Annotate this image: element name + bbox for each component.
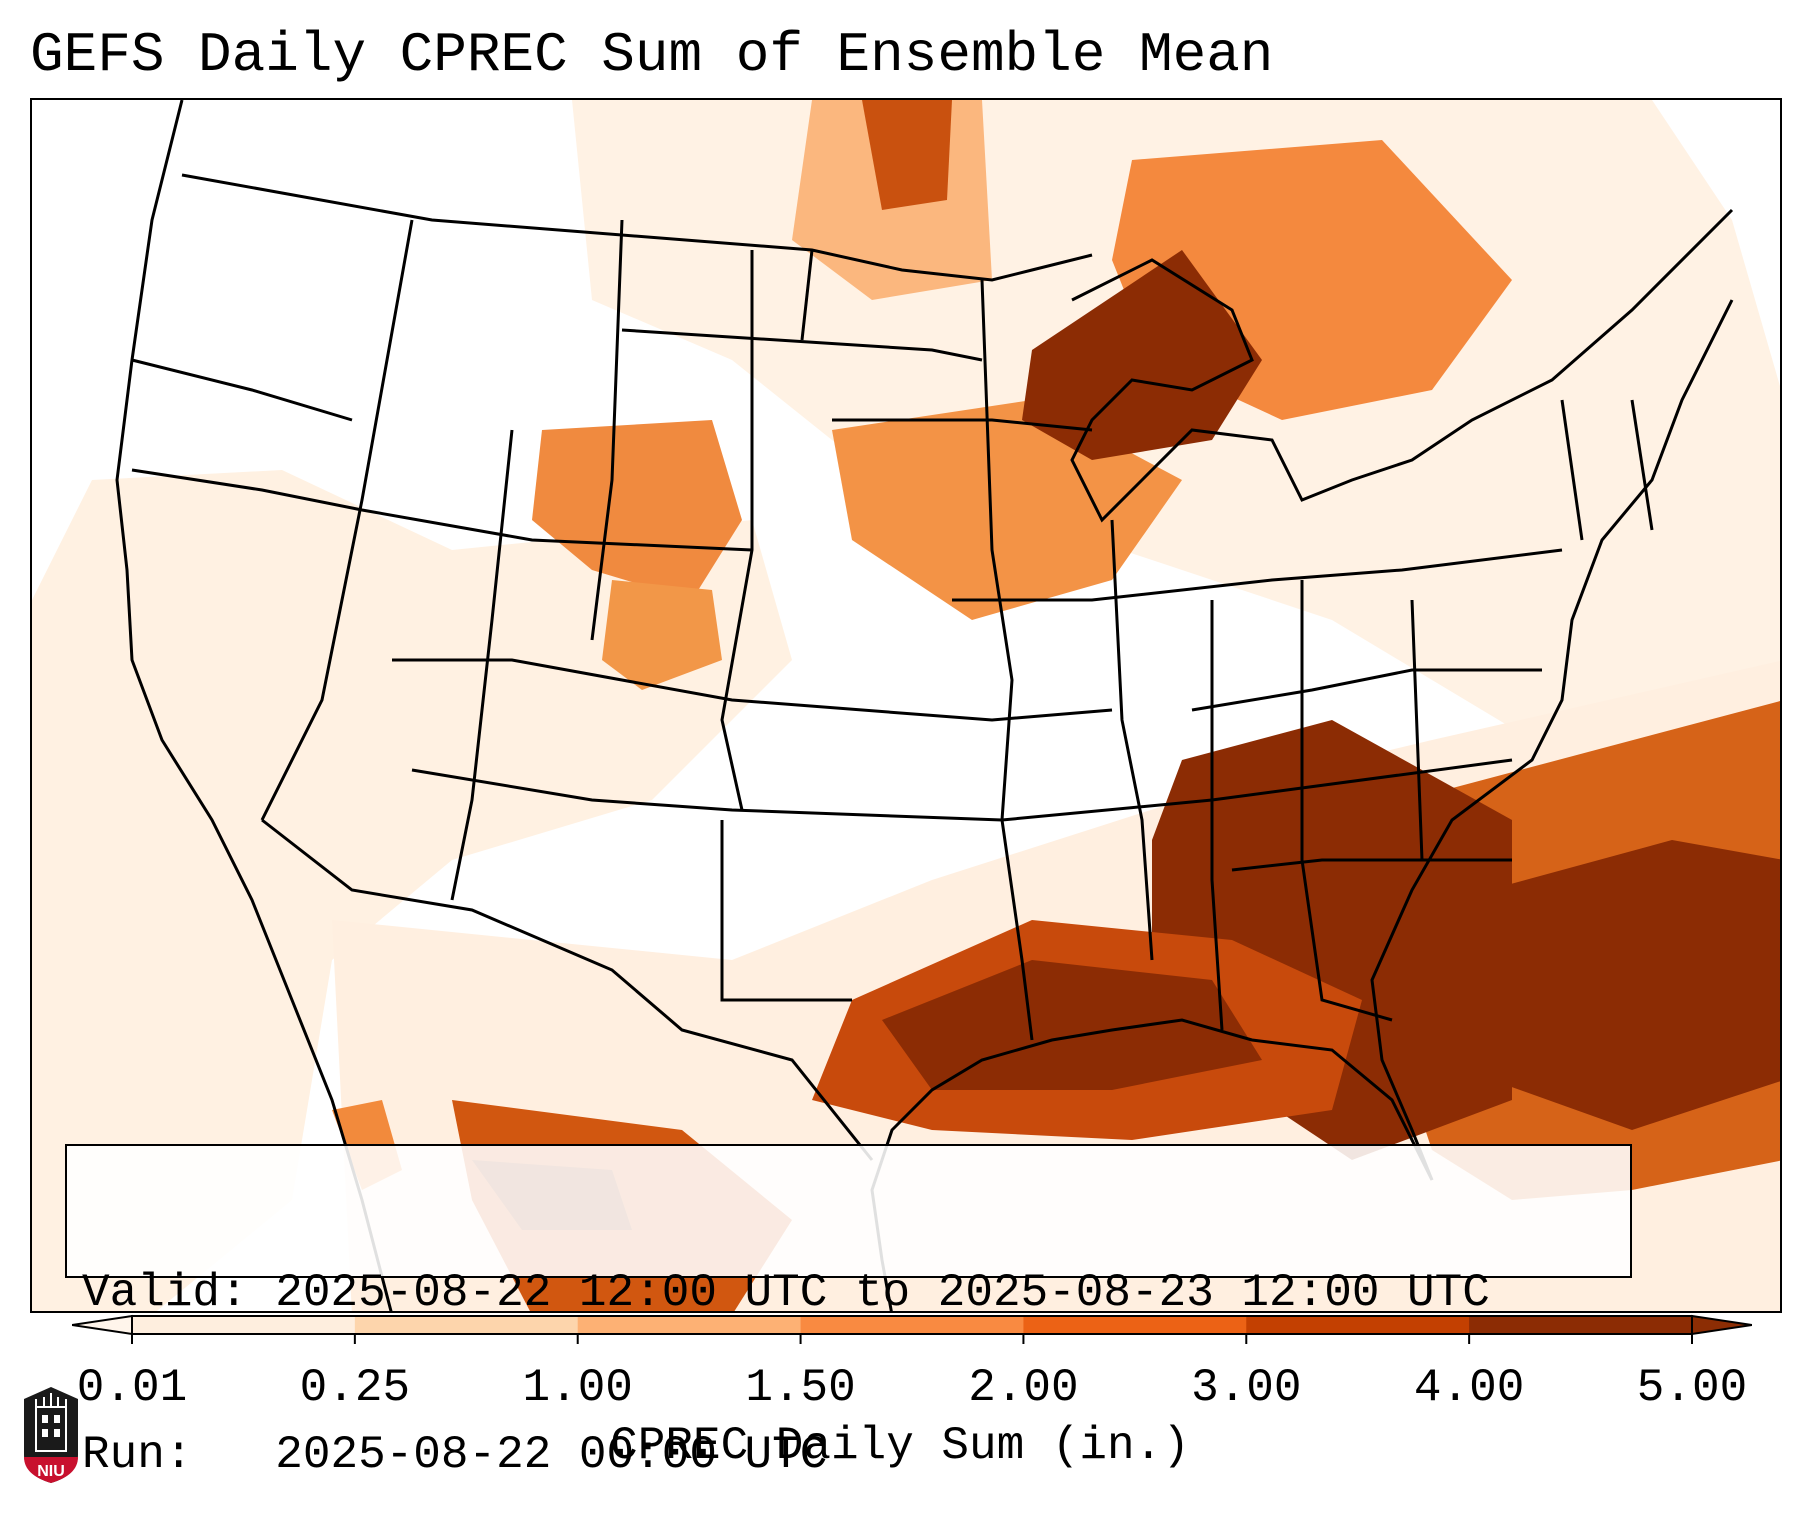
valid-label: Valid: (82, 1267, 248, 1319)
precip-area-gulf-core (882, 960, 1262, 1090)
valid-value: 2025-08-22 12:00 UTC to 2025-08-23 12:00… (275, 1267, 1490, 1319)
colorbar-segment (1469, 1316, 1693, 1334)
us-canada-border (181, 173, 1093, 282)
state-line-2 (131, 358, 353, 422)
colorbar-segment (1246, 1316, 1470, 1334)
state-line-1 (260, 219, 414, 821)
state-line-15 (1231, 858, 1442, 872)
precip-shading (32, 100, 1780, 1311)
state-line-22 (1630, 399, 1654, 531)
niu-logo-text: NIU (37, 1463, 65, 1480)
colorbar-tick-label: 4.00 (1413, 1362, 1525, 1414)
run-value: 2025-08-22 00:00 UTC (275, 1429, 828, 1481)
state-line-8 (980, 279, 1034, 1041)
state-line-19 (590, 219, 624, 641)
state-line-17 (832, 418, 1093, 432)
colorbar-tick-label: 5.00 (1636, 1362, 1748, 1414)
colorbar-ticks (131, 1334, 1693, 1344)
great-lakes-outline (1070, 208, 1734, 523)
colorbar-segment (577, 1316, 802, 1334)
mexico-border (261, 818, 874, 1161)
state-line-5 (720, 250, 754, 811)
validity-info-box: Valid: 2025-08-22 12:00 UTC to 2025-08-2… (65, 1144, 1632, 1481)
state-line-21 (1560, 399, 1584, 541)
colorbar-label: CPREC Daily Sum (in.) (610, 1420, 1190, 1472)
colorbar-segment (1023, 1316, 1247, 1334)
colorbar-extend-under (72, 1314, 133, 1336)
map-borders (115, 100, 1734, 1311)
colorbar-extend-over (1691, 1314, 1752, 1336)
colorbar-tick-label: 2.00 (968, 1362, 1079, 1414)
run-label: Run: (82, 1429, 193, 1481)
colorbar-segment (132, 1316, 356, 1334)
colorbar (72, 1314, 1752, 1344)
precip-area-colorado (602, 580, 722, 690)
colorbar-tick-label: 3.00 (1191, 1362, 1302, 1414)
colorbar-segment (354, 1316, 579, 1334)
colorbar-segment (800, 1316, 1024, 1334)
precip-area-atlantic-core (1452, 840, 1780, 1130)
colorbar-tick-label: 1.00 (522, 1362, 633, 1414)
precip-area-great-lakes (1022, 250, 1262, 460)
state-line-6 (392, 658, 1113, 722)
niu-logo: NIU (24, 1387, 78, 1483)
run-line: Run: 2025-08-22 00:00 UTC (82, 1428, 1630, 1482)
colorbar-outline (131, 1315, 1693, 1335)
state-line-9 (720, 820, 852, 1002)
precip-area-wyoming (532, 420, 742, 600)
state-line-4 (450, 429, 514, 901)
niu-logo-band (24, 1457, 78, 1483)
precip-area-dakota-core (862, 100, 952, 210)
colorbar-tick-label: 0.01 (76, 1362, 188, 1414)
colorbar-tick-label: 1.50 (745, 1362, 856, 1414)
state-line-12 (1300, 580, 1393, 1022)
state-line-11 (1210, 600, 1224, 1031)
valid-line: Valid: 2025-08-22 12:00 UTC to 2025-08-2… (82, 1266, 1630, 1320)
colorbar-tick-label: 0.25 (299, 1362, 411, 1414)
east-coast (1370, 299, 1734, 1181)
state-line-18 (621, 328, 983, 362)
precip-map-svg (32, 100, 1780, 1311)
state-line-14 (1191, 668, 1542, 712)
state-line-7 (411, 758, 1513, 822)
precip-area-light-west (32, 470, 792, 1311)
state-line-16 (952, 548, 1563, 602)
state-line-10 (1110, 519, 1154, 961)
state-line-20 (800, 249, 814, 341)
colorbar-segments (72, 1314, 1752, 1336)
chart-title: GEFS Daily CPREC Sum of Ensemble Mean (30, 23, 1274, 87)
precip-map (30, 98, 1782, 1313)
